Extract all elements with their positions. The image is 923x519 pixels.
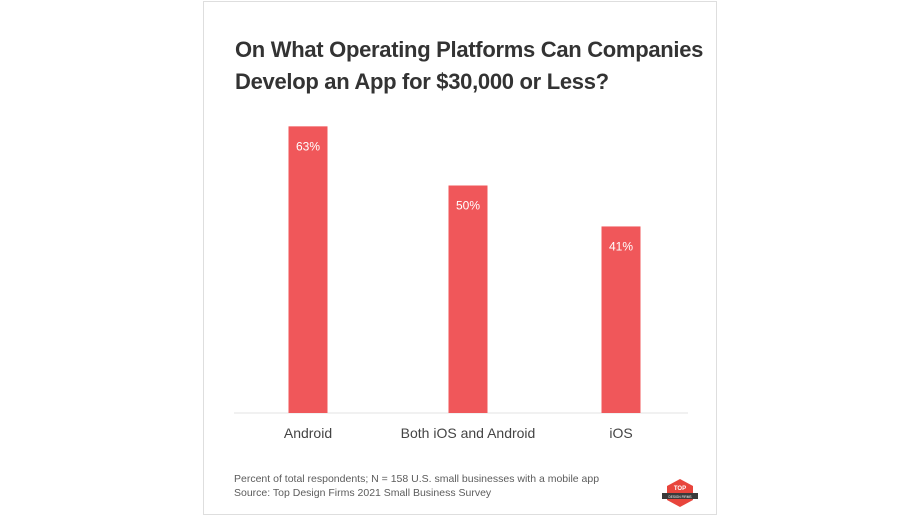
- bar-ios: [601, 226, 641, 413]
- data-label: 41%: [609, 239, 633, 253]
- data-label: 63%: [296, 139, 320, 153]
- logo-text-bottom: DESIGN FIRMS: [668, 495, 691, 499]
- bar-android: [288, 126, 328, 413]
- chart-notes: Percent of total respondents; N = 158 U.…: [234, 472, 599, 500]
- top-design-firms-logo: TOP DESIGN FIRMS: [662, 479, 698, 507]
- chart-title: On What Operating Platforms Can Companie…: [235, 37, 704, 94]
- source-note: Source: Top Design Firms 2021 Small Busi…: [234, 487, 492, 499]
- category-label: Android: [284, 425, 332, 441]
- logo-ribbon: [662, 493, 698, 499]
- footnote: Percent of total respondents; N = 158 U.…: [234, 473, 600, 485]
- category-label: iOS: [609, 425, 632, 441]
- data-label: 50%: [456, 199, 480, 213]
- category-label: Both iOS and Android: [401, 425, 536, 441]
- bar-both-ios-and-android: [448, 185, 488, 413]
- bars-group: 63% Android 50% Both iOS and Android 41% iOS: [284, 126, 641, 441]
- logo-text-top: TOP: [674, 486, 686, 492]
